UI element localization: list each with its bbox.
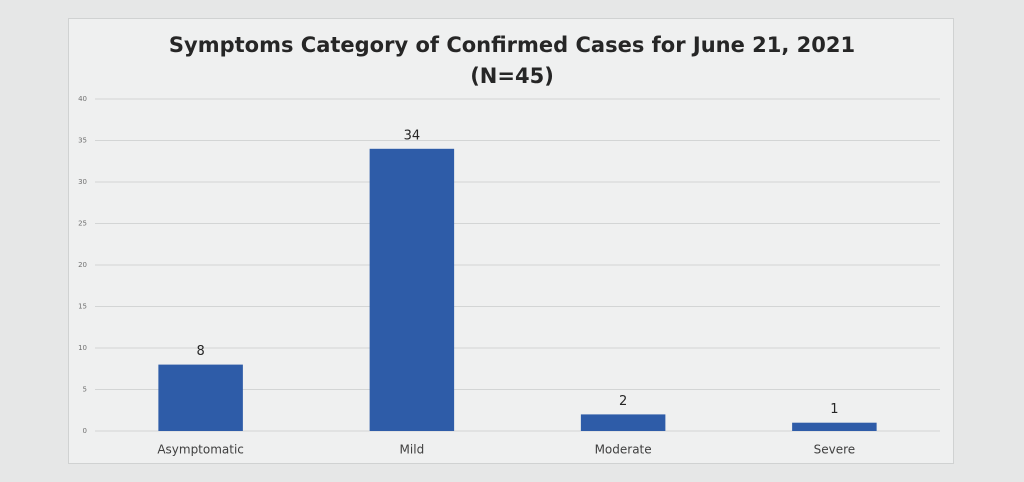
- chart-title: Symptoms Category of Confirmed Cases for…: [168, 33, 856, 88]
- x-tick-label: Mild: [400, 443, 425, 457]
- value-label: 34: [404, 128, 421, 143]
- bar: [158, 364, 243, 431]
- x-tick-label: Asymptomatic: [157, 443, 244, 457]
- y-tick-label: 35: [78, 137, 87, 145]
- value-label: 1: [830, 402, 838, 417]
- y-tick-label: 15: [78, 303, 87, 311]
- x-tick-label: Moderate: [595, 443, 652, 457]
- value-label: 2: [619, 394, 627, 409]
- value-label: 8: [196, 344, 204, 359]
- y-tick-label: 0: [83, 427, 87, 435]
- y-tick-label: 40: [78, 95, 87, 103]
- bar: [369, 148, 455, 432]
- y-tick-label: 30: [78, 178, 87, 186]
- y-tick-label: 25: [78, 220, 87, 228]
- x-tick-label: Severe: [814, 443, 856, 457]
- y-tick-label: 20: [78, 261, 87, 269]
- y-tick-label: 10: [78, 344, 87, 352]
- y-tick-label: 5: [83, 386, 87, 394]
- bar: [580, 414, 666, 431]
- bar: [792, 422, 877, 431]
